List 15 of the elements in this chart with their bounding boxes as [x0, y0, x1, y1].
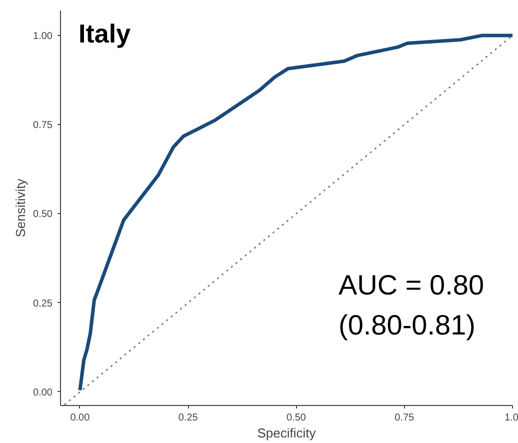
y-axis-title: Sensitivity: [13, 178, 28, 238]
x-tick-label: 1.0: [504, 412, 518, 424]
y-tick-label: 0.50: [33, 209, 53, 220]
x-axis-title: Specificity: [257, 426, 316, 440]
y-tick-label: 0.75: [33, 120, 53, 132]
x-tick-label: 0.25: [178, 412, 198, 424]
x-tick-label: 0.75: [394, 412, 415, 424]
y-tick-label: 1.00: [33, 30, 53, 42]
annotation: AUC = 0.80: [338, 270, 484, 300]
annotation: (0.80-0.81): [338, 310, 476, 340]
y-tick-label: 0.00: [33, 387, 53, 398]
chart-title: Italy: [78, 18, 132, 48]
x-tick-label: 0.00: [70, 412, 90, 424]
y-tick-label: 0.25: [33, 298, 53, 310]
x-tick-label: 0.50: [286, 412, 306, 424]
